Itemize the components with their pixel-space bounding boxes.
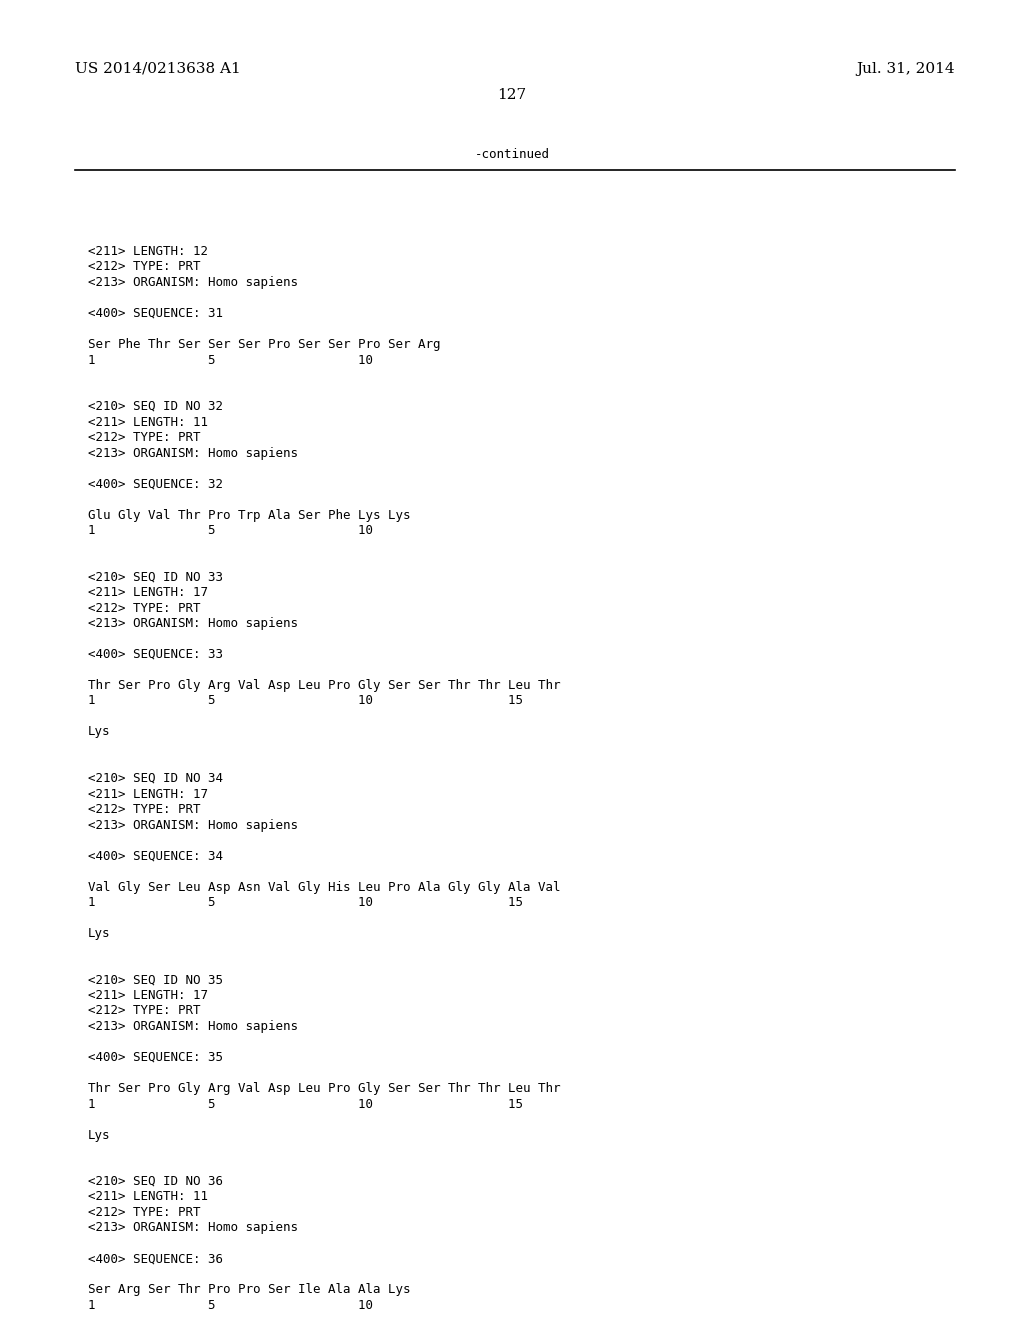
Text: 1               5                   10: 1 5 10 <box>88 1299 373 1312</box>
Text: <212> TYPE: PRT: <212> TYPE: PRT <box>88 260 201 273</box>
Text: <400> SEQUENCE: 32: <400> SEQUENCE: 32 <box>88 478 223 491</box>
Text: <213> ORGANISM: Homo sapiens: <213> ORGANISM: Homo sapiens <box>88 276 298 289</box>
Text: <212> TYPE: PRT: <212> TYPE: PRT <box>88 803 201 816</box>
Text: <210> SEQ ID NO 35: <210> SEQ ID NO 35 <box>88 974 223 986</box>
Text: <211> LENGTH: 11: <211> LENGTH: 11 <box>88 1191 208 1204</box>
Text: -continued: -continued <box>474 148 550 161</box>
Text: <211> LENGTH: 11: <211> LENGTH: 11 <box>88 416 208 429</box>
Text: 1               5                   10: 1 5 10 <box>88 354 373 367</box>
Text: <210> SEQ ID NO 33: <210> SEQ ID NO 33 <box>88 570 223 583</box>
Text: US 2014/0213638 A1: US 2014/0213638 A1 <box>75 62 241 77</box>
Text: Ser Arg Ser Thr Pro Pro Ser Ile Ala Ala Lys: Ser Arg Ser Thr Pro Pro Ser Ile Ala Ala … <box>88 1283 411 1296</box>
Text: <212> TYPE: PRT: <212> TYPE: PRT <box>88 602 201 615</box>
Text: Lys: Lys <box>88 927 111 940</box>
Text: <210> SEQ ID NO 36: <210> SEQ ID NO 36 <box>88 1175 223 1188</box>
Text: 1               5                   10                  15: 1 5 10 15 <box>88 896 523 909</box>
Text: Ser Phe Thr Ser Ser Ser Pro Ser Ser Pro Ser Arg: Ser Phe Thr Ser Ser Ser Pro Ser Ser Pro … <box>88 338 440 351</box>
Text: 1               5                   10: 1 5 10 <box>88 524 373 537</box>
Text: <213> ORGANISM: Homo sapiens: <213> ORGANISM: Homo sapiens <box>88 1221 298 1234</box>
Text: <212> TYPE: PRT: <212> TYPE: PRT <box>88 1005 201 1018</box>
Text: 1               5                   10                  15: 1 5 10 15 <box>88 694 523 708</box>
Text: <211> LENGTH: 17: <211> LENGTH: 17 <box>88 989 208 1002</box>
Text: <210> SEQ ID NO 32: <210> SEQ ID NO 32 <box>88 400 223 413</box>
Text: 127: 127 <box>498 88 526 102</box>
Text: <211> LENGTH: 17: <211> LENGTH: 17 <box>88 788 208 800</box>
Text: <400> SEQUENCE: 34: <400> SEQUENCE: 34 <box>88 850 223 862</box>
Text: Val Gly Ser Leu Asp Asn Val Gly His Leu Pro Ala Gly Gly Ala Val: Val Gly Ser Leu Asp Asn Val Gly His Leu … <box>88 880 560 894</box>
Text: Jul. 31, 2014: Jul. 31, 2014 <box>856 62 955 77</box>
Text: <212> TYPE: PRT: <212> TYPE: PRT <box>88 1206 201 1218</box>
Text: <211> LENGTH: 17: <211> LENGTH: 17 <box>88 586 208 599</box>
Text: <400> SEQUENCE: 31: <400> SEQUENCE: 31 <box>88 308 223 319</box>
Text: Thr Ser Pro Gly Arg Val Asp Leu Pro Gly Ser Ser Thr Thr Leu Thr: Thr Ser Pro Gly Arg Val Asp Leu Pro Gly … <box>88 1082 560 1096</box>
Text: <212> TYPE: PRT: <212> TYPE: PRT <box>88 432 201 444</box>
Text: <213> ORGANISM: Homo sapiens: <213> ORGANISM: Homo sapiens <box>88 446 298 459</box>
Text: <213> ORGANISM: Homo sapiens: <213> ORGANISM: Homo sapiens <box>88 616 298 630</box>
Text: <213> ORGANISM: Homo sapiens: <213> ORGANISM: Homo sapiens <box>88 818 298 832</box>
Text: <400> SEQUENCE: 35: <400> SEQUENCE: 35 <box>88 1051 223 1064</box>
Text: 1               5                   10                  15: 1 5 10 15 <box>88 1097 523 1110</box>
Text: Thr Ser Pro Gly Arg Val Asp Leu Pro Gly Ser Ser Thr Thr Leu Thr: Thr Ser Pro Gly Arg Val Asp Leu Pro Gly … <box>88 678 560 692</box>
Text: <400> SEQUENCE: 36: <400> SEQUENCE: 36 <box>88 1253 223 1266</box>
Text: <400> SEQUENCE: 33: <400> SEQUENCE: 33 <box>88 648 223 661</box>
Text: <211> LENGTH: 12: <211> LENGTH: 12 <box>88 246 208 257</box>
Text: Lys: Lys <box>88 1129 111 1142</box>
Text: Lys: Lys <box>88 726 111 738</box>
Text: Glu Gly Val Thr Pro Trp Ala Ser Phe Lys Lys: Glu Gly Val Thr Pro Trp Ala Ser Phe Lys … <box>88 508 411 521</box>
Text: <210> SEQ ID NO 34: <210> SEQ ID NO 34 <box>88 772 223 785</box>
Text: <213> ORGANISM: Homo sapiens: <213> ORGANISM: Homo sapiens <box>88 1020 298 1034</box>
